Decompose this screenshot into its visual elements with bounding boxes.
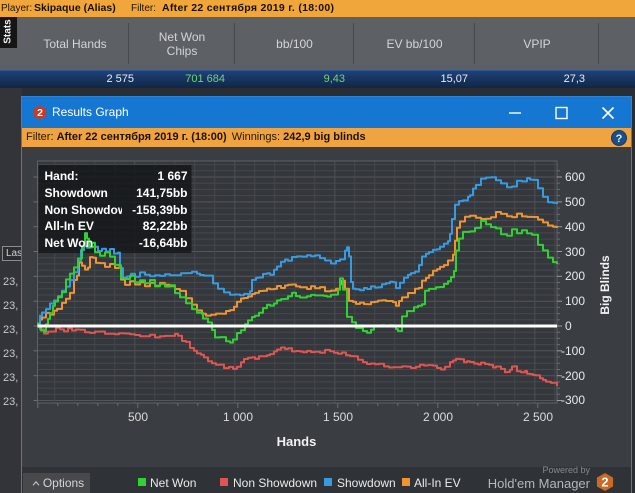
svg-text:?: ? (616, 133, 623, 145)
svg-text:2: 2 (601, 476, 608, 490)
svg-text:2: 2 (37, 107, 43, 119)
